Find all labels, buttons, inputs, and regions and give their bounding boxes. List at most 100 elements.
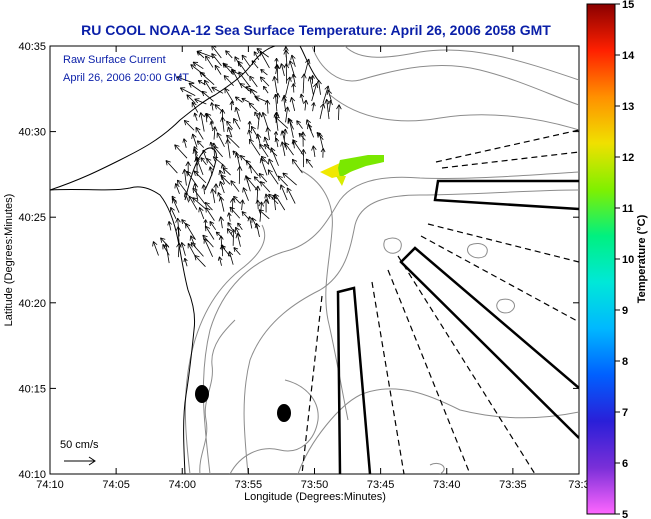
current-vector [183, 257, 188, 267]
current-vector [259, 157, 268, 176]
current-vector [284, 106, 290, 123]
contour-shelf-inner [202, 171, 579, 474]
current-vector [251, 217, 258, 229]
current-vector [291, 158, 303, 174]
current-vector [211, 46, 222, 59]
current-vector [259, 143, 269, 158]
current-vector [213, 145, 223, 158]
sst-patch-green [338, 155, 384, 178]
current-vector [304, 58, 311, 76]
current-vector [206, 112, 214, 123]
current-vector [261, 112, 269, 130]
contour-small-3 [496, 298, 515, 314]
current-vector [300, 149, 307, 168]
sector-east-band [433, 179, 579, 211]
current-vector [180, 242, 186, 256]
current-vector [277, 175, 288, 187]
current-vector [233, 247, 241, 256]
current-vector [192, 187, 206, 205]
current-vector [182, 138, 188, 148]
beam-6 [427, 223, 579, 263]
current-vector [248, 138, 261, 156]
current-vector [193, 170, 207, 184]
current-vector [226, 228, 234, 238]
current-vector [203, 238, 213, 257]
y-tick-label: 40:30 [18, 127, 46, 139]
current-vector [218, 235, 224, 246]
current-vector [274, 137, 280, 148]
current-vector [192, 61, 204, 70]
beam-4 [397, 255, 536, 474]
current-vector [290, 54, 296, 67]
y-axis-label: Latitude (Degrees:Minutes) [3, 194, 15, 327]
current-vector [229, 206, 241, 219]
current-vector [231, 68, 242, 86]
current-vector [311, 102, 316, 112]
current-vector [208, 166, 214, 176]
current-vector [234, 96, 243, 103]
current-vector [199, 71, 215, 85]
current-vector [311, 145, 317, 157]
current-vector [259, 76, 270, 87]
contour-northeast-1 [311, 46, 579, 106]
colorbar-tick-label: 6 [622, 458, 628, 470]
current-vector [291, 73, 297, 85]
current-vector [272, 76, 278, 93]
current-vector [307, 123, 315, 138]
current-vector [259, 50, 270, 69]
current-vector [226, 134, 240, 148]
contour-small-1 [383, 237, 402, 254]
current-vector [201, 184, 207, 195]
current-vector [179, 87, 196, 96]
current-vector [336, 104, 342, 121]
current-vector [274, 116, 289, 129]
x-tick-label: 73:40 [433, 479, 461, 491]
current-vector [239, 83, 252, 93]
current-vector [210, 102, 215, 111]
current-vector [212, 156, 224, 166]
beam-2 [371, 281, 405, 474]
current-vector [253, 176, 261, 184]
current-vector [188, 82, 204, 94]
colorbar [586, 3, 616, 515]
current-vector [220, 116, 226, 132]
current-vector [195, 127, 204, 140]
current-vector [283, 49, 289, 67]
current-vector [326, 89, 332, 102]
current-vector [174, 183, 180, 194]
current-vector [184, 192, 190, 203]
colorbar-tick-label: 12 [622, 152, 634, 164]
current-vector [233, 195, 241, 204]
current-vector [287, 118, 294, 138]
current-vector [259, 181, 271, 193]
beam-8 [441, 151, 579, 169]
coastline-new-jersey [50, 186, 195, 474]
beam-3 [387, 269, 471, 474]
current-vector [264, 99, 271, 114]
colorbar-tick-label: 15 [622, 0, 634, 11]
current-vector [236, 166, 243, 184]
contour-coast-fringe [184, 224, 266, 474]
current-vector [254, 95, 268, 103]
current-vector [281, 96, 287, 112]
current-vector [284, 142, 294, 156]
current-vector [219, 181, 225, 194]
current-vector [322, 85, 330, 104]
inset-line-1: Raw Surface Current [63, 54, 166, 66]
current-vector [251, 60, 259, 69]
current-vector [165, 160, 178, 174]
current-vector [265, 127, 271, 140]
sector-diagonal-band [399, 246, 579, 439]
current-vector [235, 233, 241, 247]
current-vector [268, 193, 279, 205]
current-vector [260, 69, 268, 76]
colorbar-tick-label: 10 [622, 254, 634, 266]
current-vector [286, 187, 296, 204]
current-vector [303, 99, 309, 111]
current-vector [176, 179, 188, 195]
current-vector [185, 223, 196, 240]
current-vector [267, 169, 279, 185]
current-vector [201, 149, 207, 159]
current-vector [274, 64, 281, 84]
x-axis-label: Longitude (Degrees:Minutes) [244, 491, 386, 503]
